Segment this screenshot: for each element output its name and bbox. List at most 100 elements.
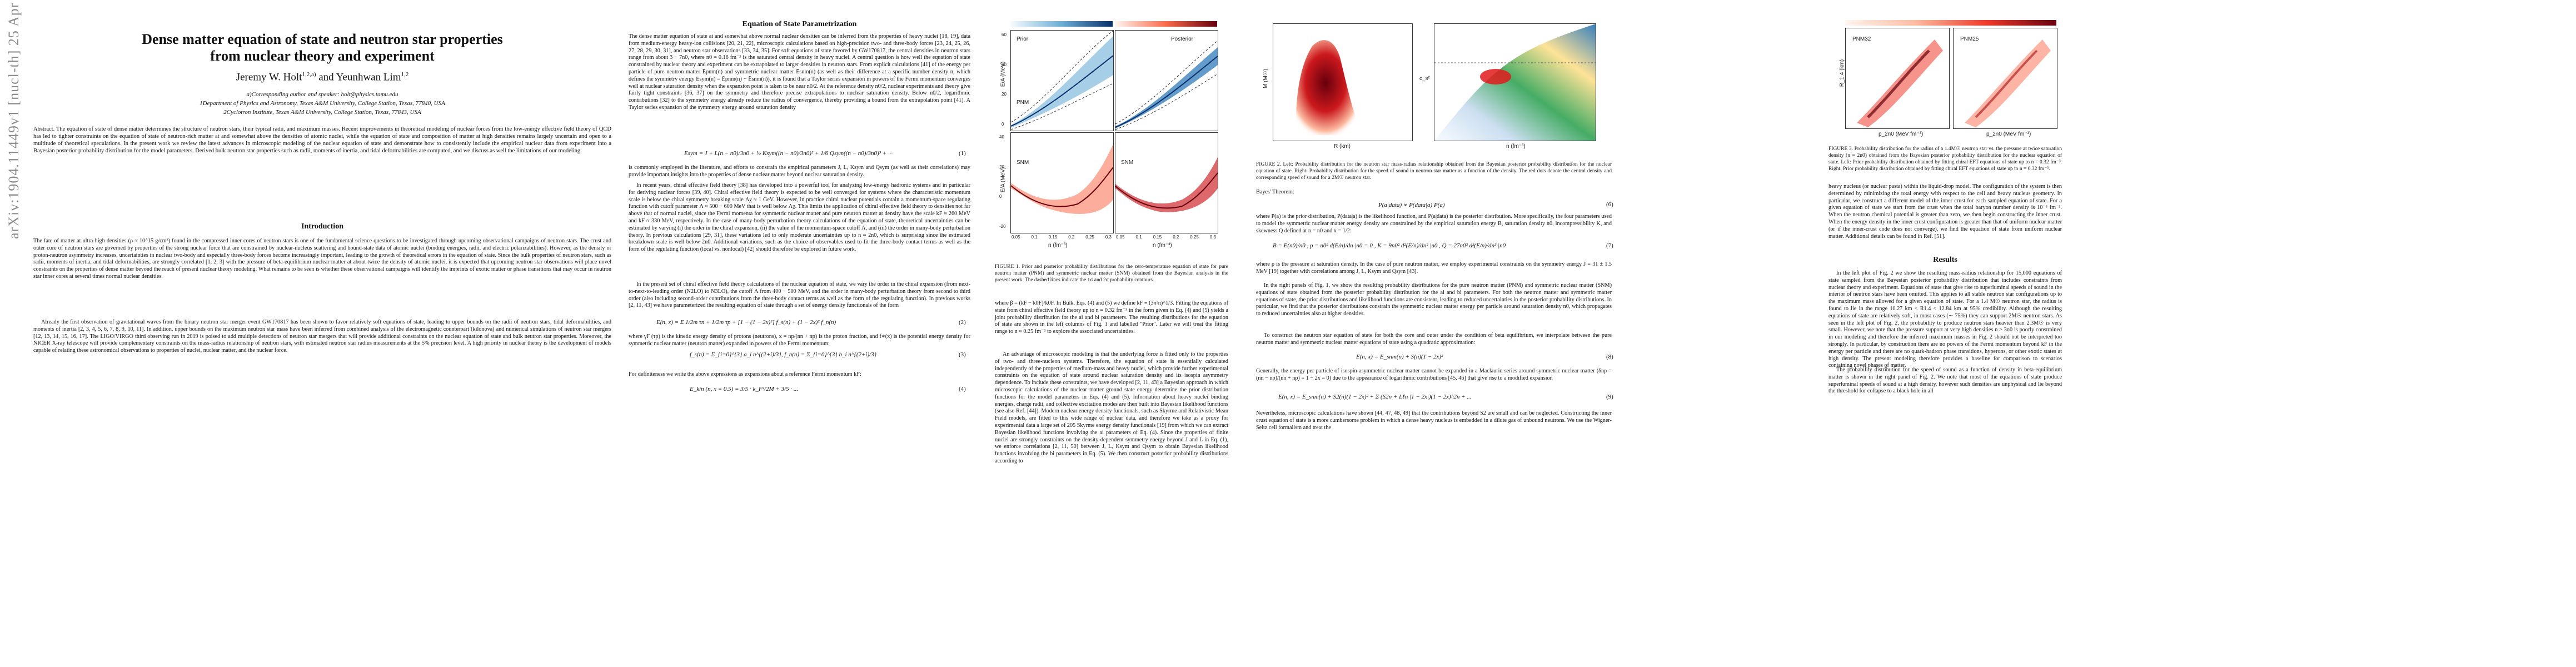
posterior-pnm-lower [1115,73,1218,130]
ytick: 40 [999,135,1004,140]
xtick: 0.15 [1153,235,1162,240]
panel-posterior-pnm: Posterior [1115,30,1218,131]
fig2-right-ylabel: c_s² [1419,76,1430,82]
author-and: and Yeunhwan Lim [316,71,401,83]
right-paragraph-2: In the left plot of Fig. 2 we show the r… [1828,270,2062,369]
fig3-xlabel-right: p_2n0 (MeV fm⁻³) [1986,131,2031,137]
arxiv-id: arXiv:1904.11449v1 [nucl-th] 25 Apr 2019 [6,0,22,239]
ytick: 20 [1001,92,1007,97]
fig3-colorbar [1845,20,2056,26]
posterior-pnm-band [1115,47,1218,128]
prior-pnm-plot [1011,31,1113,130]
right-paragraph-1: heavy nucleus (or nuclear pasta) within … [1828,183,2062,240]
figure-1: Prior PNM Posterior SNM SNM E/A (MeV) E/… [995,21,1228,260]
figure-3-caption: FIGURE 3. Probability distribution for t… [1828,146,2062,172]
affiliation-corresponding: a)Corresponding author and speaker: holt… [246,91,398,98]
figure-1-caption: FIGURE 1. Prior and posterior probabilit… [995,264,1228,283]
xtick: 0.15 [1048,235,1058,240]
eos-paragraph-3: In recent years, chiral effective field … [629,182,970,253]
fig3-ylabel: R_1.4 (km) [1839,59,1846,87]
label-snm-2: SNM [1121,160,1134,166]
label-pnm25: PNM25 [1960,36,1979,42]
fig1-yticks-bottom: 40 20 0 -20 [999,135,1006,229]
section-introduction: Introduction [301,222,343,231]
prior-pnm-upper [1011,31,1113,123]
prior-snm-center [1011,167,1113,207]
mass-radius-plot [1296,40,1362,135]
sound-speed-density [1434,24,1596,141]
eos-paragraph-5: where γF (τp) is the kinetic energy dens… [629,334,970,347]
pnm25-scatter [1965,39,2051,127]
bayes-paragraph-3: In the right panels of Fig. 1, we show t… [1256,282,1612,317]
ytick: -20 [999,223,1006,229]
intro-paragraph-2: Already the first observation of gravita… [33,319,611,354]
abstract: Abstract. The equation of state of dense… [33,126,611,154]
equation-number-1: (1) [959,150,966,157]
colorbar-red [1115,21,1217,27]
label-snm-1: SNM [1017,160,1029,166]
figure-2: R (km) n (fm⁻³) M (M☉) c_s² [1256,20,1612,159]
fig1-xlabel-right: n (fm⁻³) [1153,242,1172,248]
equation-6: P(a|data) ∝ P(data|a) P(a) [1378,202,1445,208]
title-line-1: Dense matter equation of state and neutr… [142,31,503,47]
arxiv-sidebar: arXiv:1904.11449v1 [nucl-th] 25 Apr 2019 [0,0,33,667]
equation-number-8: (8) [1606,354,1613,360]
xtick: 0.25 [1085,235,1094,240]
label-pnm32: PNM32 [1852,36,1871,42]
ytick: 60 [1001,32,1007,37]
paper-title: Dense matter equation of state and neutr… [33,31,611,64]
fig1-xticks-left: 0.05 0.1 0.15 0.2 0.25 0.3 [1012,235,1112,240]
eos-paragraph-6: For definiteness we write the above expr… [629,371,861,377]
equation-number-7: (7) [1606,242,1613,249]
ytick: 20 [999,164,1004,170]
fig2-right-xlabel: n (fm⁻³) [1506,143,1526,150]
fig3-xlabel-left: p_2n0 (MeV fm⁻³) [1879,131,1924,137]
sound-speed-plot [1434,24,1596,141]
xtick: 0.3 [1105,235,1112,240]
fig2-left-xlabel: R (km) [1334,143,1351,150]
equation-2: E(n, x) = Σ 1/2m τn + 1/2m τp + [1 − (1 … [656,319,836,326]
bayes-paragraph-2: where ρ is the pressure at saturation de… [1256,261,1612,275]
pnm32-core [1867,49,1930,118]
ytick: 40 [1001,62,1007,67]
bayes-paragraph-1: where P(a) is the prior distribution, P(… [1256,213,1612,234]
pnm32-scatter [1857,39,1943,127]
colorbar-blue [1010,21,1113,27]
xtick: 0.2 [1173,235,1179,240]
pnm25-core [1975,49,2038,118]
fig1-xticks-right: 0.05 0.1 0.15 0.2 0.25 0.3 [1116,235,1216,240]
bayes-paragraph-6: Nevertheless, microscopic calculations h… [1256,410,1612,431]
label-prior: Prior [1017,36,1029,42]
fig1-xlabel-left: n (fm⁻³) [1048,242,1068,248]
affiliation-1: 1Department of Physics and Astronomy, Te… [200,100,445,107]
figure-2-caption: FIGURE 2. Left: Probability distribution… [1256,162,1612,181]
xtick: 0.05 [1116,235,1125,240]
arxiv-stamp: arXiv:1904.11449v1 [nucl-th] 25 Apr 2019 [2,0,26,245]
xtick: 0.3 [1209,235,1216,240]
prior-snm-plot [1011,144,1113,214]
title-line-2: from nuclear theory and experiment [210,48,435,64]
two-solar-mass-points [1480,69,1511,84]
posterior-snm-band [1115,157,1218,212]
prior-pnm-lower [1011,83,1113,130]
equation-1: Esym = J + L(n − n0)/3n0 + ½ Ksym((n − n… [684,150,893,157]
xtick: 0.1 [1135,235,1142,240]
equation-3: f_s(n) = Σ_{i=0}^{3} a_i n^{(2+i)/3}, f_… [690,351,877,358]
posterior-pnm-plot [1115,40,1218,130]
xtick: 0.2 [1068,235,1075,240]
equation-number-9: (9) [1606,394,1613,400]
ytick: 0 [1001,121,1004,127]
figure-3: PNM32 PNM25 R_1.4 (km) p_2n0 (MeV fm⁻³) … [1828,20,2062,142]
panel-pnm25: PNM25 [1953,28,2057,129]
section-eos: Equation of State Parametrization [742,20,857,28]
right-paragraph-3: The probability distribution for the spe… [1828,367,2062,395]
author-line: Jeremy W. Holt1,2,a) and Yeunhwan Lim1,2 [33,71,611,83]
ytick: 0 [999,194,1002,200]
panel-posterior-snm: SNM [1115,132,1218,233]
posterior-pnm-upper [1115,40,1218,125]
posterior-pnm-center [1115,56,1218,128]
bayes-intro: Bayes' Theorem: [1256,189,1294,195]
prior-snm-band [1011,144,1113,214]
bayes-paragraph-5: Generally, the energy per particle of is… [1256,368,1612,381]
eos-paragraph-2: is commonly employed in the literature, … [629,165,970,178]
